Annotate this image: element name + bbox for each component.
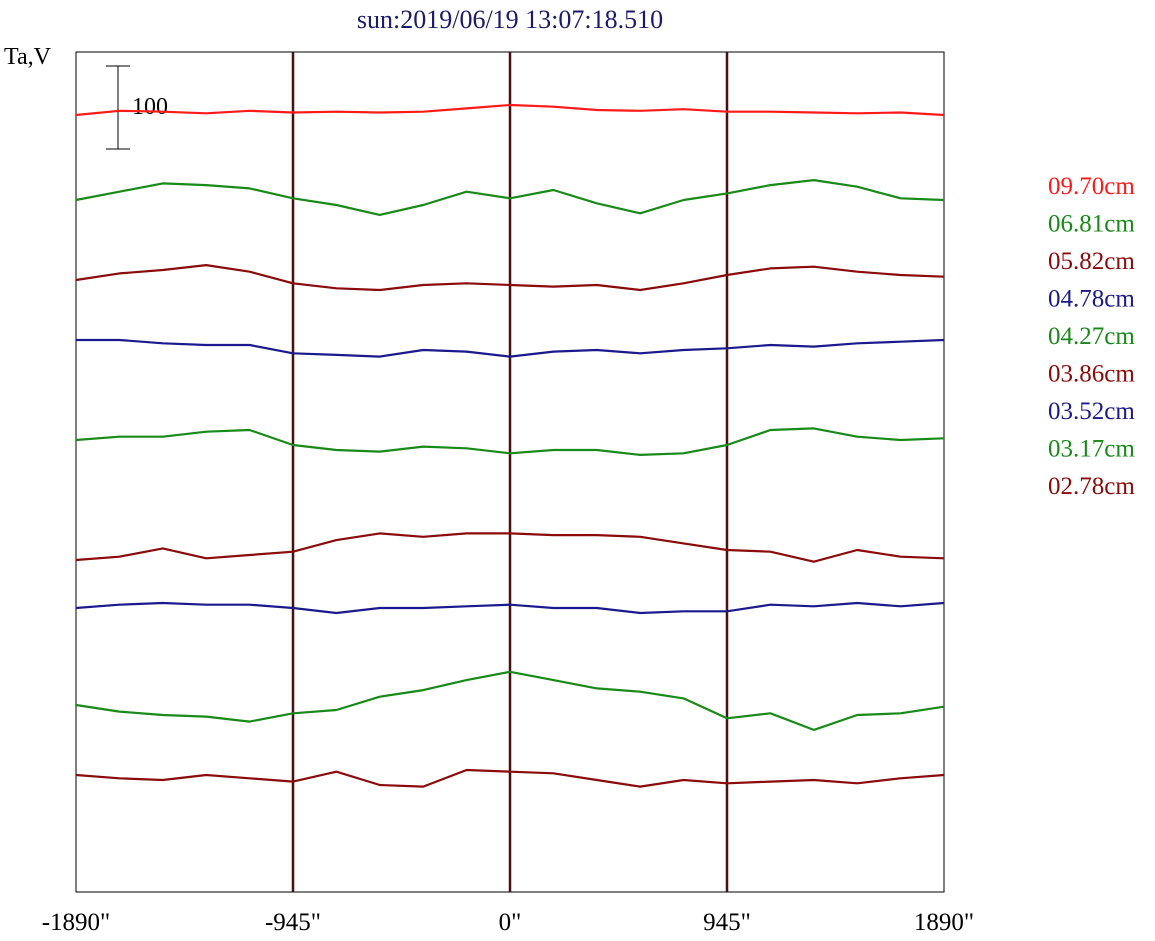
x-tick-label: -1890" bbox=[42, 909, 111, 936]
legend-item: 09.70cm bbox=[1048, 173, 1135, 200]
legend-item: 03.86cm bbox=[1048, 361, 1135, 388]
legend-item: 04.27cm bbox=[1048, 323, 1135, 350]
trace-03.17cm bbox=[75, 670, 945, 732]
trace-09.70cm bbox=[75, 103, 945, 117]
legend-item: 04.78cm bbox=[1048, 286, 1135, 313]
trace-03.86cm bbox=[75, 532, 945, 563]
legend-item: 03.52cm bbox=[1048, 398, 1135, 425]
scale-bar: 100 bbox=[106, 65, 168, 150]
trace-06.81cm bbox=[75, 179, 945, 216]
trace-03.52cm bbox=[75, 601, 945, 615]
trace-02.78cm bbox=[75, 768, 945, 788]
x-tick-labels: -1890" -945" 0" 945" 1890" bbox=[42, 909, 974, 936]
legend-item: 03.17cm bbox=[1048, 436, 1135, 463]
trace-04.78cm bbox=[76, 338, 945, 358]
x-tick-label: 945" bbox=[703, 909, 751, 936]
legend-item: 02.78cm bbox=[1048, 473, 1135, 500]
x-tick-label: 1890" bbox=[914, 909, 974, 936]
trace-group bbox=[75, 103, 945, 788]
trace-05.82cm bbox=[75, 264, 945, 292]
legend-item: 06.81cm bbox=[1048, 211, 1135, 238]
scale-bar-label: 100 bbox=[132, 94, 168, 120]
chart-title: sun:2019/06/19 13:07:18.510 bbox=[357, 5, 663, 34]
x-tick-label: 0" bbox=[499, 909, 522, 936]
x-tick-label: -945" bbox=[265, 909, 321, 936]
legend: 09.70cm 06.81cm 05.82cm 04.78cm 04.27cm 03.86… bbox=[1048, 173, 1135, 500]
y-axis-label: Ta,V bbox=[4, 44, 52, 70]
trace-04.27cm bbox=[75, 427, 945, 456]
vertical-markers bbox=[291, 52, 729, 892]
legend-item: 05.82cm bbox=[1048, 248, 1135, 275]
